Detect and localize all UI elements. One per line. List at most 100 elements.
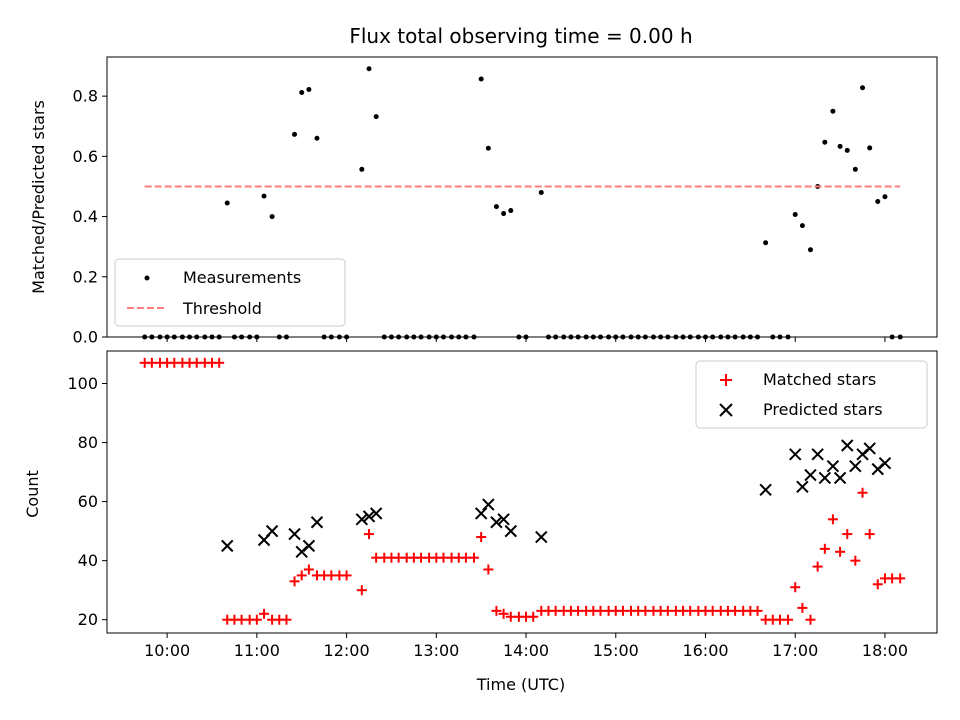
measurement-point [306,87,312,93]
matched-star-point [752,605,763,616]
measurement-point [852,166,858,172]
matched-star-point [835,546,846,557]
bottom-legend: Matched stars Predicted stars [695,360,928,429]
matched-star-point [872,579,883,590]
legend-measurements-marker [144,275,150,281]
matched-star-point [259,608,270,619]
legend-measurements-label: Measurements [183,268,301,287]
matched-star-point [783,614,794,625]
predicted-star-point [288,527,301,541]
matched-star-point [483,564,494,575]
matched-star-point [251,614,262,625]
bottom-x-tick-label: 12:00 [324,641,370,660]
bottom-y-tick-label: 20 [78,610,98,629]
predicted-star-point [878,457,892,470]
measurement-point [875,199,881,205]
top-chart-title: Flux total observing time = 0.00 h [349,24,692,48]
measurement-point [359,166,365,172]
bottom-x-tick-label: 15:00 [593,641,639,660]
matched-star-point [790,582,801,593]
measurement-point [860,85,866,91]
measurement-point [493,204,499,210]
top-y-tick-label: 0.8 [73,87,98,106]
top-legend: Measurements Threshold [114,258,346,327]
predicted-star-point [265,524,279,538]
measurement-point [844,147,850,153]
measurement-point [373,114,379,120]
predicted-star-point [833,471,847,485]
matched-star-point [812,561,823,572]
measurement-point [366,66,372,72]
measurement-point [792,211,798,217]
matched-star-point [498,608,509,619]
matched-star-point [214,357,225,368]
measurement-point [822,139,828,145]
predicted-star-point [504,524,517,538]
matched-star-point [303,564,314,575]
matched-star-point [491,605,502,616]
predicted-star-point [818,471,832,485]
bottom-x-tick-label: 13:00 [413,641,459,660]
bottom-x-tick-label: 17:00 [772,641,818,660]
predicted-star-point [826,459,840,473]
measurement-point [269,214,275,220]
top-legend-box [114,258,346,327]
legend-threshold-label: Threshold [182,299,262,318]
predicted-star-point [841,439,854,452]
matched-star-point [528,611,539,622]
top-y-tick-label: 0.4 [73,207,98,226]
legend-matched-marker [720,374,732,386]
top-axes-frame [106,56,938,338]
matched-star-point [895,573,906,584]
bottom-x-tick-label: 14:00 [503,641,549,660]
predicted-star-point [535,530,548,544]
bottom-x-tick-label: 16:00 [682,641,728,660]
bottom-x-axis-label: Time (UTC) [476,675,565,694]
measurement-point [837,143,843,149]
measurement-point [807,247,813,253]
matched-star-point [364,529,375,540]
bottom-x-tick-label: 10:00 [144,641,190,660]
measurement-point [292,131,298,137]
matched-star-point [850,555,861,566]
predicted-star-point [362,510,376,523]
predicted-star-point [811,448,824,461]
matched-star-point [341,570,352,581]
matched-star-point [827,514,838,525]
matched-star-point [857,487,868,498]
measurement-point [261,193,267,199]
top-plot-area: 0.0 0.2 0.4 0.6 0.8 [73,56,938,347]
top-y-axis-label: Matched/Predicted stars [29,100,48,294]
measurement-point [538,189,544,195]
top-y-tick-label: 0.0 [73,328,98,347]
legend-matched-label: Matched stars [763,370,876,389]
bottom-y-tick-label: 100 [67,374,98,393]
matched-star-point [805,614,816,625]
top-y-tick-label: 0.6 [73,147,98,166]
predicted-star-point [310,516,324,529]
measurement-point [867,145,873,151]
legend-predicted-label: Predicted stars [763,400,883,419]
matched-star-point [296,570,307,581]
measurement-point [314,135,320,141]
measurement-point [501,211,507,217]
matched-star-point [468,552,479,563]
bottom-y-tick-label: 40 [78,551,98,570]
bottom-plot-area: 20 40 60 80 100 10:00 11:00 12:00 13:00 14:00 15:0… [67,350,938,660]
matched-star-point [356,585,367,596]
bottom-y-axis-label: Count [23,470,42,518]
measurement-point [882,194,888,200]
matched-star-point [476,532,487,543]
predicted-star-point [221,539,234,553]
measurement-point [508,208,514,214]
predicted-star-point [863,442,876,455]
matched-star-point [289,576,300,587]
predicted-star-point [355,513,369,526]
bottom-x-tick-label: 11:00 [234,641,280,660]
matched-star-point [864,529,875,540]
bottom-y-tick-label: 60 [78,492,98,511]
measurement-point [478,76,484,82]
top-y-tick-label: 0.2 [73,267,98,286]
bottom-legend-box [695,360,928,429]
